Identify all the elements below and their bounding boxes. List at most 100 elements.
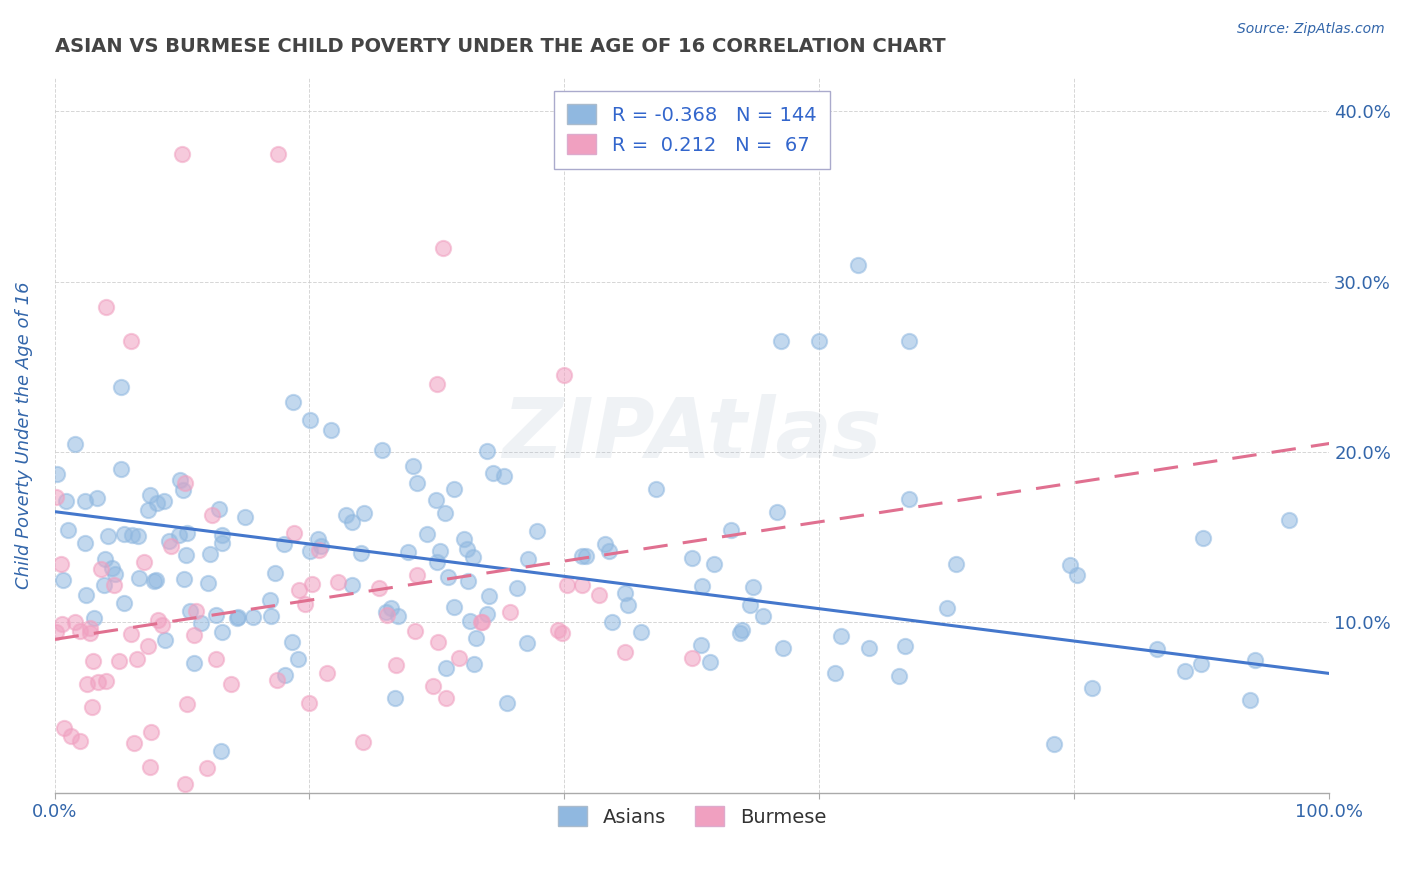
Point [808,334,831,349]
Point [139,488,162,502]
Point [588,588,610,602]
Point [720,523,742,537]
Point [935,601,957,615]
Y-axis label: Child Poverty Under the Age of 16: Child Poverty Under the Age of 16 [15,281,32,589]
Point [198,547,221,561]
Point [195,761,218,775]
Point [1043,737,1066,751]
Point [266,147,288,161]
Point [183,628,205,642]
Point [136,502,159,516]
Point [429,544,451,558]
Point [1244,653,1267,667]
Point [146,496,169,510]
Point [1192,531,1215,545]
Point [461,550,484,565]
Point [766,505,789,519]
Point [311,540,333,554]
Point [97,529,120,543]
Point [169,473,191,487]
Point [830,629,852,643]
Point [738,598,761,612]
Point [526,524,548,538]
Point [145,573,167,587]
Point [141,725,163,739]
Point [94,552,117,566]
Point [387,609,409,624]
Point [1080,681,1102,695]
Point [307,532,329,546]
Point [45,624,67,639]
Point [183,656,205,670]
Point [617,599,640,613]
Point [288,582,311,597]
Point [110,462,132,476]
Point [432,241,454,255]
Point [264,566,287,580]
Point [94,673,117,688]
Point [142,574,165,589]
Point [887,669,910,683]
Point [380,601,402,615]
Point [571,578,593,592]
Point [475,607,498,621]
Point [172,483,194,497]
Text: Source: ZipAtlas.com: Source: ZipAtlas.com [1237,22,1385,37]
Point [471,615,494,629]
Point [179,604,201,618]
Point [190,615,212,630]
Point [494,468,516,483]
Point [90,561,112,575]
Point [475,444,498,458]
Point [699,655,721,669]
Point [443,483,465,497]
Point [93,577,115,591]
Point [614,586,637,600]
Point [211,624,233,639]
Point [287,652,309,666]
Point [110,380,132,394]
Point [630,625,652,640]
Point [516,636,538,650]
Point [176,525,198,540]
Point [824,666,846,681]
Point [353,506,375,520]
Point [52,721,75,735]
Point [437,570,460,584]
Point [443,599,465,614]
Point [58,523,80,537]
Point [422,679,444,693]
Point [79,621,101,635]
Point [742,580,765,594]
Point [176,697,198,711]
Point [174,476,197,491]
Point [211,536,233,550]
Point [174,549,197,563]
Point [772,640,794,655]
Point [52,573,75,587]
Point [51,617,73,632]
Point [374,605,396,619]
Point [470,615,492,630]
Point [148,613,170,627]
Point [233,510,256,524]
Point [689,638,711,652]
Point [112,526,135,541]
Point [342,515,364,529]
Point [274,668,297,682]
Point [104,567,127,582]
Point [571,549,593,563]
Point [416,526,439,541]
Point [294,597,316,611]
Point [63,437,86,451]
Point [46,467,69,481]
Point [69,733,91,747]
Point [153,494,176,508]
Point [434,661,457,675]
Point [456,541,478,556]
Point [752,609,775,624]
Point [184,604,207,618]
Point [384,690,406,705]
Point [1146,642,1168,657]
Point [114,596,136,610]
